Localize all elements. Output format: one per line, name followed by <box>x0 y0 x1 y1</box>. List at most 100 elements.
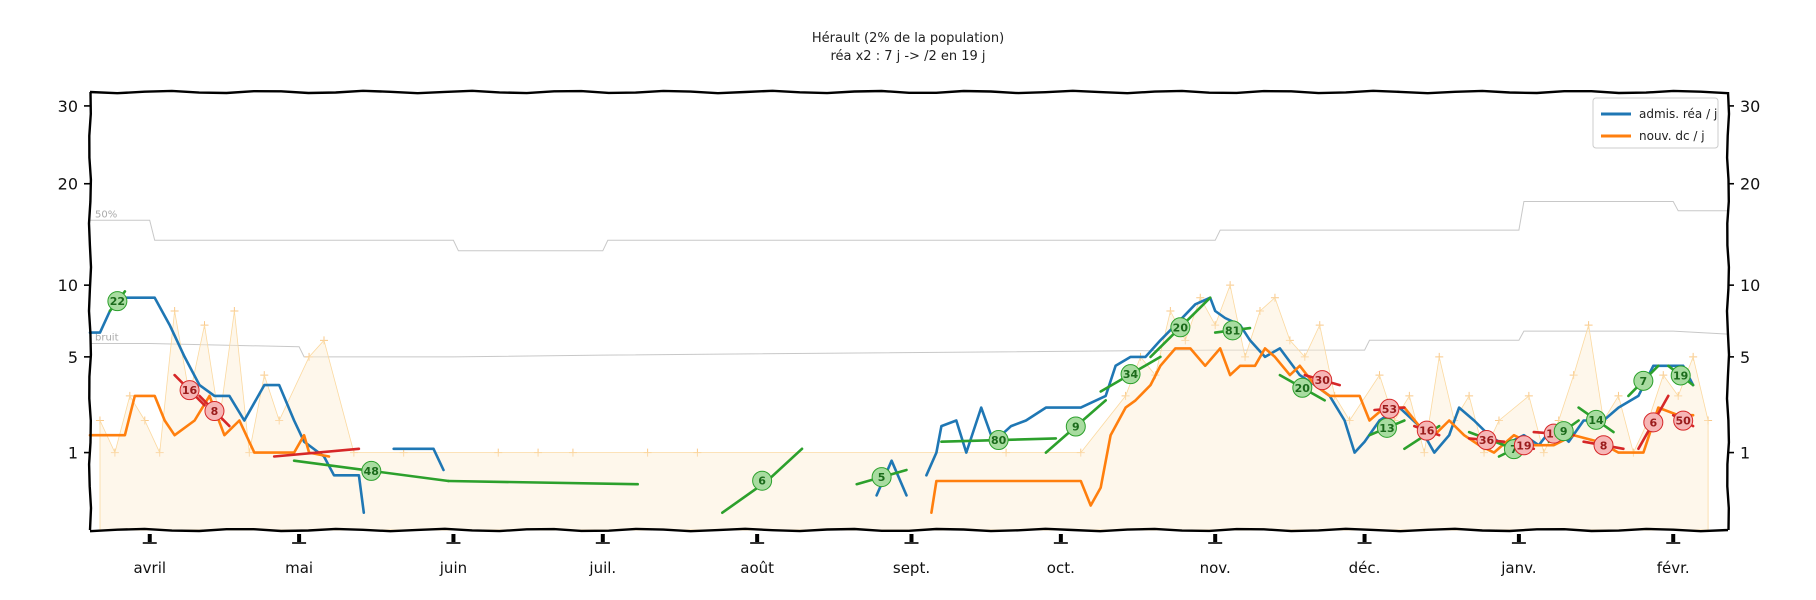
trend-badge <box>1170 317 1191 338</box>
trend-badge-label: 16 <box>1419 425 1435 438</box>
trend-badge <box>179 380 200 401</box>
trend-badge <box>1065 416 1086 437</box>
trend-badge-label: 53 <box>1382 403 1397 416</box>
trend-badge-label: 14 <box>1588 414 1604 427</box>
y-tick-label-right: 30 <box>1740 97 1760 116</box>
trend-badge-label: 34 <box>1123 368 1139 381</box>
trend-badge-label: 9 <box>1072 421 1080 434</box>
trend-line-decline <box>272 447 361 458</box>
trend-badge-label: 30 <box>1315 374 1331 387</box>
trend-badge <box>1312 370 1333 391</box>
axes: 1 1 5 5 10 10 20 20 30 30 avril mai juin juil. août sep… <box>58 97 1761 577</box>
trend-badge <box>988 430 1009 451</box>
reference-line-noise <box>90 330 1729 358</box>
y-tick-label-left: 1 <box>68 444 78 463</box>
trend-badge-label: 16 <box>182 384 198 397</box>
trend-badge <box>1586 409 1607 430</box>
trend-badge-label: 81 <box>1225 324 1240 337</box>
x-tick-label: mai <box>285 559 313 577</box>
trend-badge-label: 22 <box>110 295 125 308</box>
trend-badge <box>1476 430 1497 451</box>
x-tick-label: avril <box>133 559 166 577</box>
y-tick-label-left: 30 <box>58 97 78 116</box>
plot-frame <box>87 89 1731 533</box>
trend-badge-label: 5 <box>878 471 886 484</box>
trend-badge <box>1222 320 1243 341</box>
trend-badge-label: 36 <box>1479 434 1495 447</box>
x-tick-mark <box>451 534 456 542</box>
legend: admis. réa / j nouv. dc / j <box>1592 97 1719 149</box>
trend-badge <box>1513 435 1534 456</box>
trend-badge <box>361 460 382 481</box>
trend-badge-label: 8 <box>211 405 219 418</box>
x-tick-label: juin <box>439 559 467 577</box>
daily-area-fill <box>99 283 1709 531</box>
trend-badge <box>1416 420 1437 441</box>
trend-badge-label: 80 <box>991 434 1007 447</box>
y-tick-label-right: 20 <box>1740 175 1760 194</box>
trend-badge-label: 13 <box>1379 422 1394 435</box>
trend-line-growth <box>447 479 639 486</box>
y-tick-label-left: 20 <box>58 175 78 194</box>
trend-badge <box>1120 364 1141 385</box>
trend-badge-label: 19 <box>1673 369 1688 382</box>
reference-label-noise: bruit <box>95 333 119 344</box>
trend-badge-label: 48 <box>364 465 379 478</box>
chart-title: Hérault (2% de la population) <box>812 31 1004 46</box>
y-tick-label-right: 10 <box>1740 276 1760 295</box>
x-tick-mark <box>1058 534 1063 542</box>
trend-badge <box>1670 365 1691 386</box>
trend-badge-label: 20 <box>1173 321 1189 334</box>
trend-badge <box>752 470 773 491</box>
x-tick-label: févr. <box>1657 559 1690 577</box>
x-tick-mark <box>600 534 605 542</box>
reference-lines: 50% bruit <box>90 201 1729 358</box>
x-tick-label: oct. <box>1047 559 1075 577</box>
x-tick-label: nov. <box>1200 559 1231 577</box>
y-tick-label-left: 5 <box>68 348 78 367</box>
chart-subtitle: réa x2 : 7 j -> /2 en 19 j <box>830 49 985 64</box>
trend-badge <box>1643 412 1664 433</box>
trend-badge <box>1673 410 1694 431</box>
trend-badge <box>1292 377 1313 398</box>
trend-badge-label: 6 <box>758 475 766 488</box>
x-tick-mark <box>147 534 152 542</box>
trend-badge-label: 7 <box>1510 443 1518 456</box>
x-tick-label: juil. <box>588 559 616 577</box>
trend-badge-label: 50 <box>1676 415 1692 428</box>
x-tick-label: déc. <box>1349 559 1381 577</box>
y-tick-label-left: 10 <box>58 276 78 295</box>
y-tick-label-right: 1 <box>1740 444 1750 463</box>
trend-badge-label: 9 <box>1560 425 1568 438</box>
trend-badge <box>1553 421 1574 442</box>
x-tick-mark <box>297 534 302 542</box>
trend-badge <box>1633 370 1654 391</box>
x-tick-label: sept. <box>893 559 930 577</box>
trend-badge-label: 20 <box>1295 382 1311 395</box>
trend-badge <box>204 401 225 422</box>
trend-badge-label: 8 <box>1600 439 1608 452</box>
x-tick-mark <box>909 534 914 542</box>
trend-badge <box>107 291 128 312</box>
reference-label-half: 50% <box>95 209 117 220</box>
series-line-admissions <box>392 447 445 472</box>
trend-badge-label: 6 <box>1649 416 1657 429</box>
trend-badge <box>1593 435 1614 456</box>
x-tick-mark <box>1671 534 1676 542</box>
x-tick-label: août <box>740 559 774 577</box>
x-tick-mark <box>755 534 760 542</box>
legend-label-admissions: admis. réa / j <box>1639 107 1717 121</box>
legend-label-deaths: nouv. dc / j <box>1639 129 1705 143</box>
daily-area <box>99 283 1709 531</box>
x-tick-mark <box>1516 534 1521 542</box>
trend-badge <box>871 467 892 488</box>
y-tick-label-right: 5 <box>1740 348 1750 367</box>
reference-line-half <box>90 201 1728 252</box>
x-tick-mark <box>1362 534 1367 542</box>
trend-badge-label: 19 <box>1516 439 1531 452</box>
trend-badge-label: 7 <box>1640 375 1648 388</box>
x-tick-mark <box>1213 534 1218 542</box>
x-tick-label: janv. <box>1500 559 1536 577</box>
